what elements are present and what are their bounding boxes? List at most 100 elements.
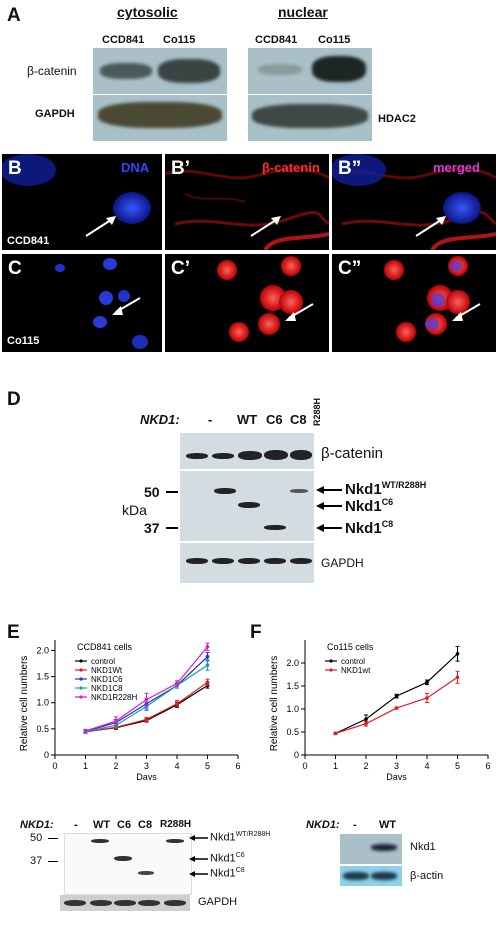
- lane-c8-e: C8: [138, 819, 153, 831]
- band: [238, 502, 260, 508]
- marker-37-e: 37: [30, 855, 43, 867]
- label-actin-f: β-actin: [410, 870, 444, 882]
- label-nkd1-wt-e: Nkd1WT/R288H: [210, 831, 271, 844]
- legend-entry: control: [91, 657, 115, 666]
- band: [290, 558, 312, 564]
- marker-tick: [48, 838, 58, 839]
- label-gapdh-d: GAPDH: [321, 556, 364, 570]
- band: [166, 839, 184, 843]
- lane-wt: WT: [237, 412, 258, 427]
- data-point: [394, 694, 399, 698]
- nkd1-label-e: NKD1:: [20, 819, 54, 831]
- lane-r288h-e: R288H: [160, 819, 192, 830]
- blot-divider: [248, 94, 372, 95]
- x-tick-label: 5: [455, 761, 460, 771]
- tag-merged: merged: [433, 160, 480, 175]
- data-point: [425, 696, 429, 700]
- legend-marker: [79, 695, 83, 699]
- tag-dna: DNA: [121, 160, 150, 175]
- band: [212, 453, 234, 459]
- label-nkd1-f: Nkd1: [410, 841, 436, 853]
- x-tick-label: 4: [174, 761, 179, 771]
- band: [290, 450, 312, 460]
- y-tick-label: 0.5: [36, 724, 49, 734]
- micro-c-dna: [2, 254, 162, 352]
- panel-c-label: C: [8, 258, 22, 279]
- band: [264, 525, 286, 530]
- micro-b-catenin: [165, 154, 329, 250]
- lane-wt-f: WT: [379, 819, 397, 831]
- data-point: [144, 697, 149, 702]
- band: [158, 59, 220, 83]
- lane-c6-e: C6: [117, 819, 132, 831]
- band: [138, 871, 154, 875]
- band: [264, 450, 288, 460]
- band: [100, 63, 152, 79]
- legend-marker: [79, 686, 83, 690]
- band: [290, 489, 308, 493]
- nkd1-label-f: NKD1:: [306, 819, 340, 831]
- band: [312, 56, 366, 82]
- data-point: [205, 680, 210, 685]
- x-tick-label: 6: [235, 761, 240, 771]
- data-point: [333, 731, 338, 736]
- x-tick-label: 3: [144, 761, 149, 771]
- legend-marker: [329, 668, 333, 672]
- panel-c1-label: C’: [171, 258, 190, 279]
- lane-minus: -: [208, 412, 213, 427]
- band: [238, 558, 260, 564]
- panel-a-label: A: [7, 5, 21, 26]
- lane-label-co115-nuc: Co115: [318, 34, 351, 46]
- legend-entry: NKD1R228H: [91, 693, 137, 702]
- data-point: [83, 729, 88, 733]
- band: [186, 453, 208, 459]
- y-axis-label: Relative cell numbers: [19, 656, 30, 752]
- marker-50: 50: [144, 484, 160, 500]
- marker-tick: [48, 861, 58, 862]
- marker-50-e: 50: [30, 832, 43, 844]
- data-point: [455, 675, 460, 680]
- micro-c-catenin: [165, 254, 329, 352]
- lane-c8: C8: [290, 412, 307, 427]
- band: [371, 872, 397, 880]
- band: [91, 839, 109, 843]
- marker-tick: [166, 527, 178, 529]
- arrows-d: [316, 486, 342, 532]
- blot-e: [64, 833, 192, 895]
- x-tick-label: 1: [83, 761, 88, 771]
- y-tick-label: 0.5: [286, 727, 299, 737]
- legend-marker: [79, 677, 83, 681]
- data-point: [205, 663, 210, 667]
- band: [212, 558, 234, 564]
- band: [258, 64, 302, 75]
- nkd1-label: NKD1:: [140, 412, 180, 427]
- legend-entry: control: [341, 657, 365, 666]
- cell-line-ccd841: CCD841: [7, 235, 50, 247]
- legend-entry: NKD1wt: [341, 666, 371, 675]
- blot-divider: [93, 94, 227, 95]
- panel-b1-label: B’: [171, 158, 190, 179]
- band: [214, 488, 236, 494]
- y-tick-label: 1.0: [286, 704, 299, 714]
- lane-r288h: R288H: [312, 397, 322, 426]
- legend-entry: NKD1C6: [91, 675, 123, 684]
- blot-divider: [180, 541, 314, 543]
- data-point: [364, 717, 368, 721]
- kda-label: kDa: [122, 502, 147, 518]
- data-point: [114, 719, 118, 723]
- chart-co115: 0 1 2 3 4 5 6 0 0.5 1.0 1.5 2.0 Days Relative cell nu…: [269, 640, 491, 780]
- label-nkd1-c8-e: Nkd1C8: [210, 867, 245, 880]
- band: [252, 104, 368, 128]
- panel-b2-label: B”: [338, 158, 362, 179]
- data-point: [175, 701, 179, 706]
- lane-label-ccd841-nuc: CCD841: [255, 34, 298, 46]
- x-tick-label: 5: [205, 761, 210, 771]
- panel-c2-label: C”: [338, 258, 362, 279]
- label-beta-catenin-d: β-catenin: [321, 445, 383, 462]
- y-tick-label: 1.0: [36, 698, 49, 708]
- y-tick-label: 2.0: [286, 658, 299, 668]
- data-point: [425, 680, 429, 685]
- legend-entry: NKD1Wt: [91, 666, 123, 675]
- tag-beta-catenin: β-catenin: [262, 160, 320, 175]
- lane-minus-f: -: [353, 819, 357, 831]
